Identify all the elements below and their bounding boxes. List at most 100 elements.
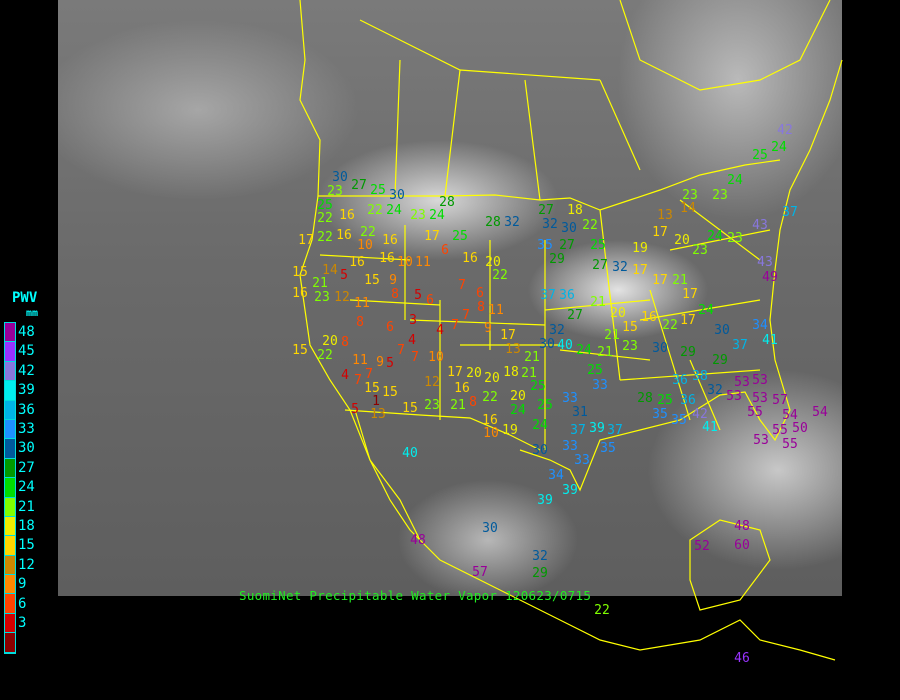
legend-unit: mm — [26, 308, 39, 319]
legend-swatch — [5, 536, 15, 556]
station-pwv-value: 36 — [680, 392, 696, 408]
station-pwv-value: 13 — [505, 341, 521, 357]
station-pwv-value: 8 — [477, 299, 485, 315]
station-pwv-value: 15 — [292, 342, 308, 358]
station-pwv-value: 35 — [537, 237, 553, 253]
station-pwv-value: 23 — [682, 187, 698, 203]
station-pwv-value: 21 — [590, 294, 606, 310]
station-pwv-value: 9 — [484, 320, 492, 336]
station-pwv-value: 24 — [707, 228, 723, 244]
station-pwv-value: 30 — [532, 442, 548, 458]
legend-tick-label: 42 — [18, 362, 35, 379]
station-pwv-value: 17 — [652, 272, 668, 288]
station-pwv-value: 23 — [410, 207, 426, 223]
station-pwv-value: 38 — [692, 368, 708, 384]
station-pwv-value: 16 — [336, 227, 352, 243]
station-pwv-value: 11 — [354, 295, 370, 311]
station-pwv-value: 23 — [712, 187, 728, 203]
station-pwv-value: 7 — [462, 307, 470, 323]
station-pwv-value: 28 — [637, 390, 653, 406]
station-pwv-value: 5 — [386, 355, 394, 371]
station-pwv-value: 21 — [312, 275, 328, 291]
station-pwv-value: 32 — [532, 548, 548, 564]
satellite-imagery — [58, 0, 842, 596]
station-pwv-value: 3 — [409, 312, 417, 328]
station-pwv-value: 35 — [652, 406, 668, 422]
station-pwv-value: 15 — [364, 380, 380, 396]
station-pwv-value: 21 — [597, 344, 613, 360]
station-pwv-value: 21 — [521, 365, 537, 381]
station-pwv-value: 15 — [364, 272, 380, 288]
station-pwv-value: 53 — [753, 432, 769, 448]
legend-swatch — [5, 497, 15, 517]
station-pwv-value: 10 — [428, 349, 444, 365]
station-pwv-value: 10 — [483, 425, 499, 441]
station-pwv-value: 20 — [610, 305, 626, 321]
station-pwv-value: 29 — [680, 344, 696, 360]
station-pwv-value: 8 — [469, 394, 477, 410]
station-pwv-value: 60 — [734, 537, 750, 553]
station-pwv-value: 30 — [389, 187, 405, 203]
station-pwv-value: 32 — [542, 216, 558, 232]
station-pwv-value: 50 — [792, 420, 808, 436]
station-pwv-value: 30 — [714, 322, 730, 338]
legend-tick-label: 18 — [18, 518, 35, 534]
station-pwv-value: 22 — [317, 347, 333, 363]
station-pwv-value: 15 — [292, 264, 308, 280]
station-pwv-value: 20 — [485, 254, 501, 270]
legend-tick-label: 33 — [18, 421, 35, 437]
station-pwv-value: 6 — [386, 319, 394, 335]
station-pwv-value: 36 — [672, 372, 688, 388]
legend-swatch — [5, 400, 15, 420]
station-pwv-value: 39 — [537, 492, 553, 508]
station-pwv-value: 53 — [726, 388, 742, 404]
station-pwv-value: 7 — [411, 349, 419, 365]
station-pwv-value: 23 — [622, 338, 638, 354]
station-pwv-value: 37 — [607, 422, 623, 438]
station-pwv-value: 37 — [782, 204, 798, 220]
station-pwv-value: 21 — [450, 397, 466, 413]
station-pwv-value: 13 — [657, 207, 673, 223]
legend-tick-label: 39 — [18, 382, 35, 399]
station-pwv-value: 17 — [680, 312, 696, 328]
legend-tick-label: 27 — [18, 459, 35, 476]
legend-tick-label: 45 — [18, 343, 35, 360]
station-pwv-value: 25 — [317, 197, 333, 213]
station-pwv-value: 7 — [451, 317, 459, 333]
station-pwv-value: 49 — [762, 269, 778, 285]
station-pwv-value: 4 — [436, 322, 444, 338]
pacific-coast — [299, 0, 836, 661]
legend-tick-label: 36 — [18, 401, 35, 418]
station-pwv-value: 30 — [539, 336, 555, 352]
station-pwv-value: 30 — [652, 340, 668, 356]
station-pwv-value: 41 — [762, 332, 778, 348]
station-pwv-value: 16 — [379, 250, 395, 266]
station-pwv-value: 4 — [408, 332, 416, 348]
station-pwv-value: 16 — [349, 254, 365, 270]
station-pwv-value: 25 — [752, 147, 768, 163]
station-pwv-value: 32 — [504, 214, 520, 230]
station-pwv-value: 33 — [562, 438, 578, 454]
station-pwv-value: 55 — [782, 436, 798, 452]
station-pwv-value: 14 — [322, 262, 338, 278]
station-pwv-value: 9 — [376, 354, 384, 370]
station-pwv-value: 46 — [734, 650, 750, 666]
station-pwv-value: 17 — [652, 224, 668, 240]
station-pwv-value: 22 — [317, 210, 333, 226]
station-pwv-value: 53 — [752, 390, 768, 406]
pwv-legend: PWV mm 48 45 42 39 36 33 30 27 24 21 18 15 12 9 6 3 — [4, 290, 56, 670]
station-pwv-value: 23 — [314, 289, 330, 305]
station-pwv-value: 29 — [712, 352, 728, 368]
legend-tick-label: 30 — [18, 440, 35, 457]
station-pwv-value: 37 — [570, 422, 586, 438]
station-pwv-value: 17 — [424, 228, 440, 244]
legend-tick-label: 3 — [18, 615, 27, 631]
station-pwv-value: 43 — [757, 254, 773, 270]
station-pwv-value: 48 — [734, 518, 750, 534]
station-pwv-value: 22 — [367, 202, 383, 218]
station-pwv-value: 20 — [466, 365, 482, 381]
station-pwv-value: 16 — [462, 250, 478, 266]
station-pwv-value: 25 — [587, 362, 603, 378]
station-pwv-value: 32 — [612, 259, 628, 275]
